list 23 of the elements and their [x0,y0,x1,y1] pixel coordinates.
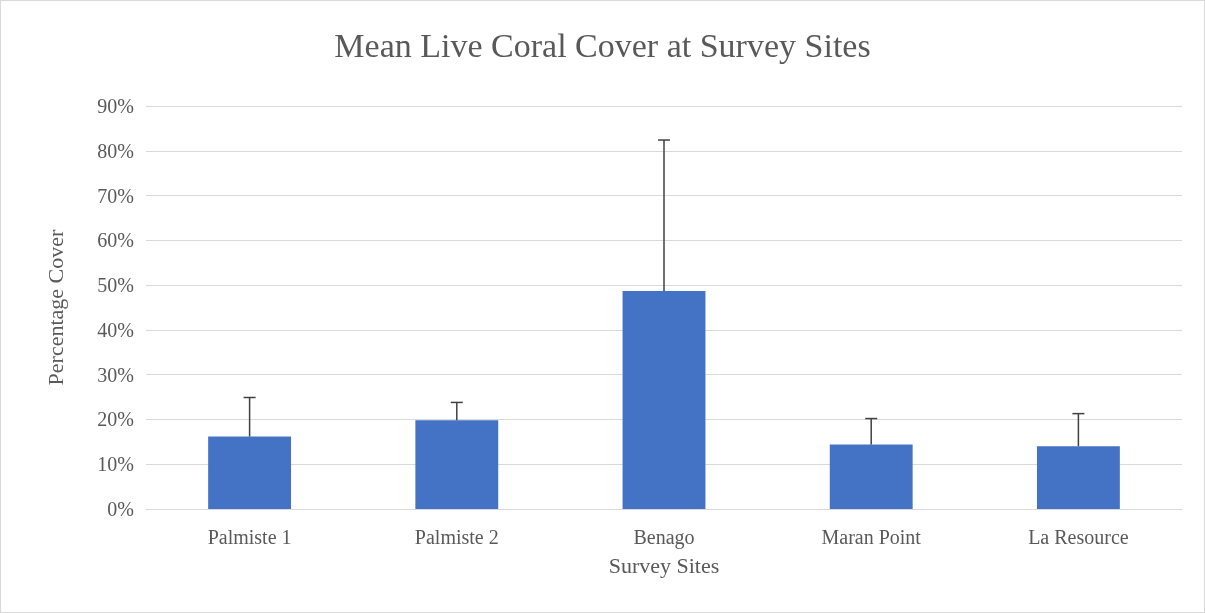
x-tick-label: Maran Point [821,526,922,548]
bar [1036,446,1120,509]
x-tick-label: Palmiste 2 [414,526,499,548]
x-tick-label: Palmiste 1 [207,526,292,548]
chart-title: Mean Live Coral Cover at Survey Sites [334,26,871,64]
y-axis-title: Percentage Cover [42,228,68,386]
bar [829,444,913,509]
bar [622,290,706,509]
y-tick-label: 30% [97,363,134,386]
y-tick-label: 50% [97,274,134,297]
bar [415,420,499,509]
y-tick-label: 20% [97,408,134,431]
y-tick-label: 70% [97,184,134,207]
x-tick-label: La Resource [1028,526,1129,548]
y-tick-label: 90% [97,95,134,117]
bar [208,436,292,509]
y-tick-label: 0% [107,498,134,520]
y-tick-label: 40% [97,318,134,341]
x-tick-label: Benago [633,526,695,549]
x-axis-title: Survey Sites [608,552,720,578]
y-tick-label: 80% [97,139,134,162]
y-tick-label: 10% [97,453,134,476]
y-tick-label: 60% [97,229,134,252]
